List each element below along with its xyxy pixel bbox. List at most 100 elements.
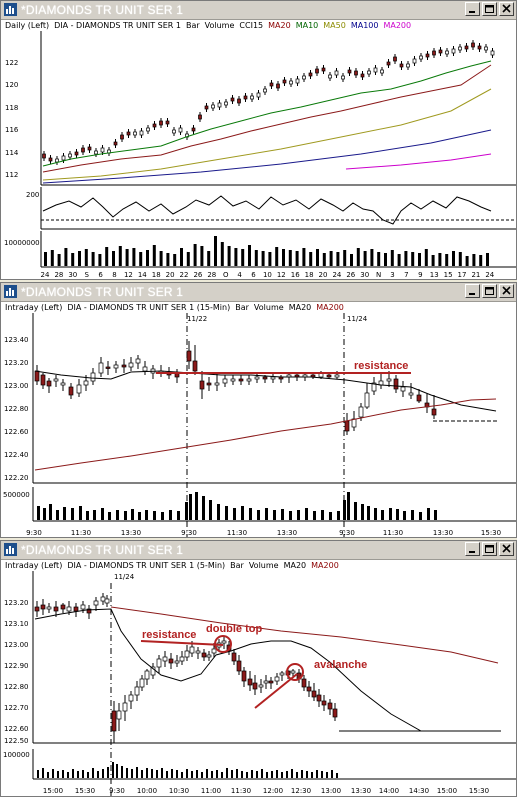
intraday-15min-chart[interactable]: 123.40 123.20 123.00 122.80 122.60 122.4… <box>1 313 516 537</box>
window-title: *DIAMONDS TR UNIT SER 1 <box>21 543 184 557</box>
volume-bar <box>445 254 449 266</box>
x-tick-label: 15:00 <box>437 787 457 795</box>
volume-bar <box>49 504 52 520</box>
volume-bar <box>72 769 74 778</box>
minimize-button[interactable] <box>465 284 480 298</box>
candle <box>295 76 300 86</box>
volume-bar <box>209 500 212 520</box>
close-button[interactable] <box>499 542 514 556</box>
volume-bar <box>216 770 218 778</box>
volume-bar <box>87 772 89 778</box>
resistance-annotation: resistance <box>142 629 196 641</box>
candle <box>42 151 46 161</box>
x-tick-label: 15 <box>444 271 453 279</box>
y-tick-label: 122.50 <box>4 737 29 745</box>
candle <box>139 128 144 138</box>
volume-bar <box>261 251 265 266</box>
volume-bars <box>44 236 489 266</box>
volume-bar <box>86 511 89 520</box>
x-tick-label: 12 <box>124 271 133 279</box>
title-bar[interactable]: *DIAMONDS TR UNIT SER 1 <box>1 541 516 560</box>
candle <box>250 93 254 102</box>
volume-bar <box>152 245 156 266</box>
volume-bar <box>282 249 285 266</box>
candle <box>174 369 180 383</box>
volume-bar <box>288 250 292 266</box>
volume-scale-label: 100000 <box>3 751 30 759</box>
volume-bar <box>329 512 332 520</box>
title-bar[interactable]: *DIAMONDS TR UNIT SER 1 <box>1 283 516 302</box>
minimize-button[interactable] <box>465 2 480 16</box>
volume-bar <box>271 771 273 778</box>
candle <box>74 149 79 158</box>
maximize-button[interactable] <box>482 2 497 16</box>
maximize-button[interactable] <box>482 284 497 298</box>
candle <box>380 67 384 76</box>
volume-bar <box>131 769 133 778</box>
volume-bar <box>202 496 205 520</box>
volume-bar <box>193 244 197 266</box>
maximize-button[interactable] <box>482 542 497 556</box>
candle <box>351 411 357 431</box>
candle <box>144 669 150 685</box>
x-axis-labels: 9:30 11:30 13:30 9:30 11:30 13:30 9:30 11:30 13:… <box>26 529 501 537</box>
candle <box>48 155 53 164</box>
date-marker-label: 11/22 <box>187 315 207 323</box>
y-tick-label: 123.20 <box>4 599 29 607</box>
intraday-5min-chart[interactable]: 123.20 123.10 123.00 122.90 122.80 122.7… <box>1 571 516 796</box>
candle <box>371 377 377 395</box>
candle <box>93 597 99 611</box>
volume-bar <box>221 772 223 778</box>
x-tick-label: 11:30 <box>71 529 91 537</box>
candle <box>290 669 296 677</box>
avalanche-trendline <box>254 673 298 709</box>
candle <box>471 40 475 50</box>
candle <box>327 699 333 715</box>
candle <box>168 653 174 669</box>
close-button[interactable] <box>499 284 514 298</box>
candle <box>286 373 292 383</box>
volume-bar <box>77 771 79 778</box>
daily-price-chart[interactable]: 122 120 118 116 114 112 200 10000000 24 2… <box>1 31 516 279</box>
candle <box>237 96 241 106</box>
x-tick-label: 14:30 <box>409 787 429 795</box>
candle <box>282 77 287 86</box>
volume-bar <box>97 771 99 778</box>
candle <box>195 647 201 659</box>
volume-bar <box>225 506 228 520</box>
candle <box>445 48 449 57</box>
x-tick-label: 24 <box>41 271 50 279</box>
x-tick-label: 11:30 <box>231 787 251 795</box>
x-tick-label: 18 <box>152 271 161 279</box>
candle <box>53 601 59 617</box>
x-tick-label: 10 <box>263 271 272 279</box>
volume-bar <box>177 511 180 520</box>
minimize-button[interactable] <box>465 542 480 556</box>
candle <box>87 144 92 153</box>
candle <box>263 675 269 689</box>
volume-bar <box>234 248 238 266</box>
volume-bar <box>301 770 303 778</box>
y-tick-label: 112 <box>5 171 18 179</box>
close-button[interactable] <box>499 2 514 16</box>
title-bar[interactable]: *DIAMONDS TR UNIT SER 1 <box>1 1 516 20</box>
candle <box>269 80 274 89</box>
candle <box>451 46 456 56</box>
candle <box>178 125 183 135</box>
legend-item: Bar <box>185 21 200 30</box>
candle <box>438 47 443 56</box>
candle <box>152 121 157 130</box>
volume-bar <box>126 768 128 778</box>
volume-bar <box>93 510 96 520</box>
candle <box>393 375 399 393</box>
legend-item: Daily (Left) <box>5 21 50 30</box>
volume-bar <box>79 506 82 520</box>
volume-bar <box>116 764 118 778</box>
candle <box>86 605 92 619</box>
candle <box>416 389 422 403</box>
volume-bar <box>108 512 111 520</box>
x-tick-label: 12:00 <box>263 787 283 795</box>
intraday-15min-window: *DIAMONDS TR UNIT SER 1 Intraday (Left) D… <box>0 282 517 538</box>
volume-bar <box>438 253 442 266</box>
volume-bar <box>337 511 340 520</box>
